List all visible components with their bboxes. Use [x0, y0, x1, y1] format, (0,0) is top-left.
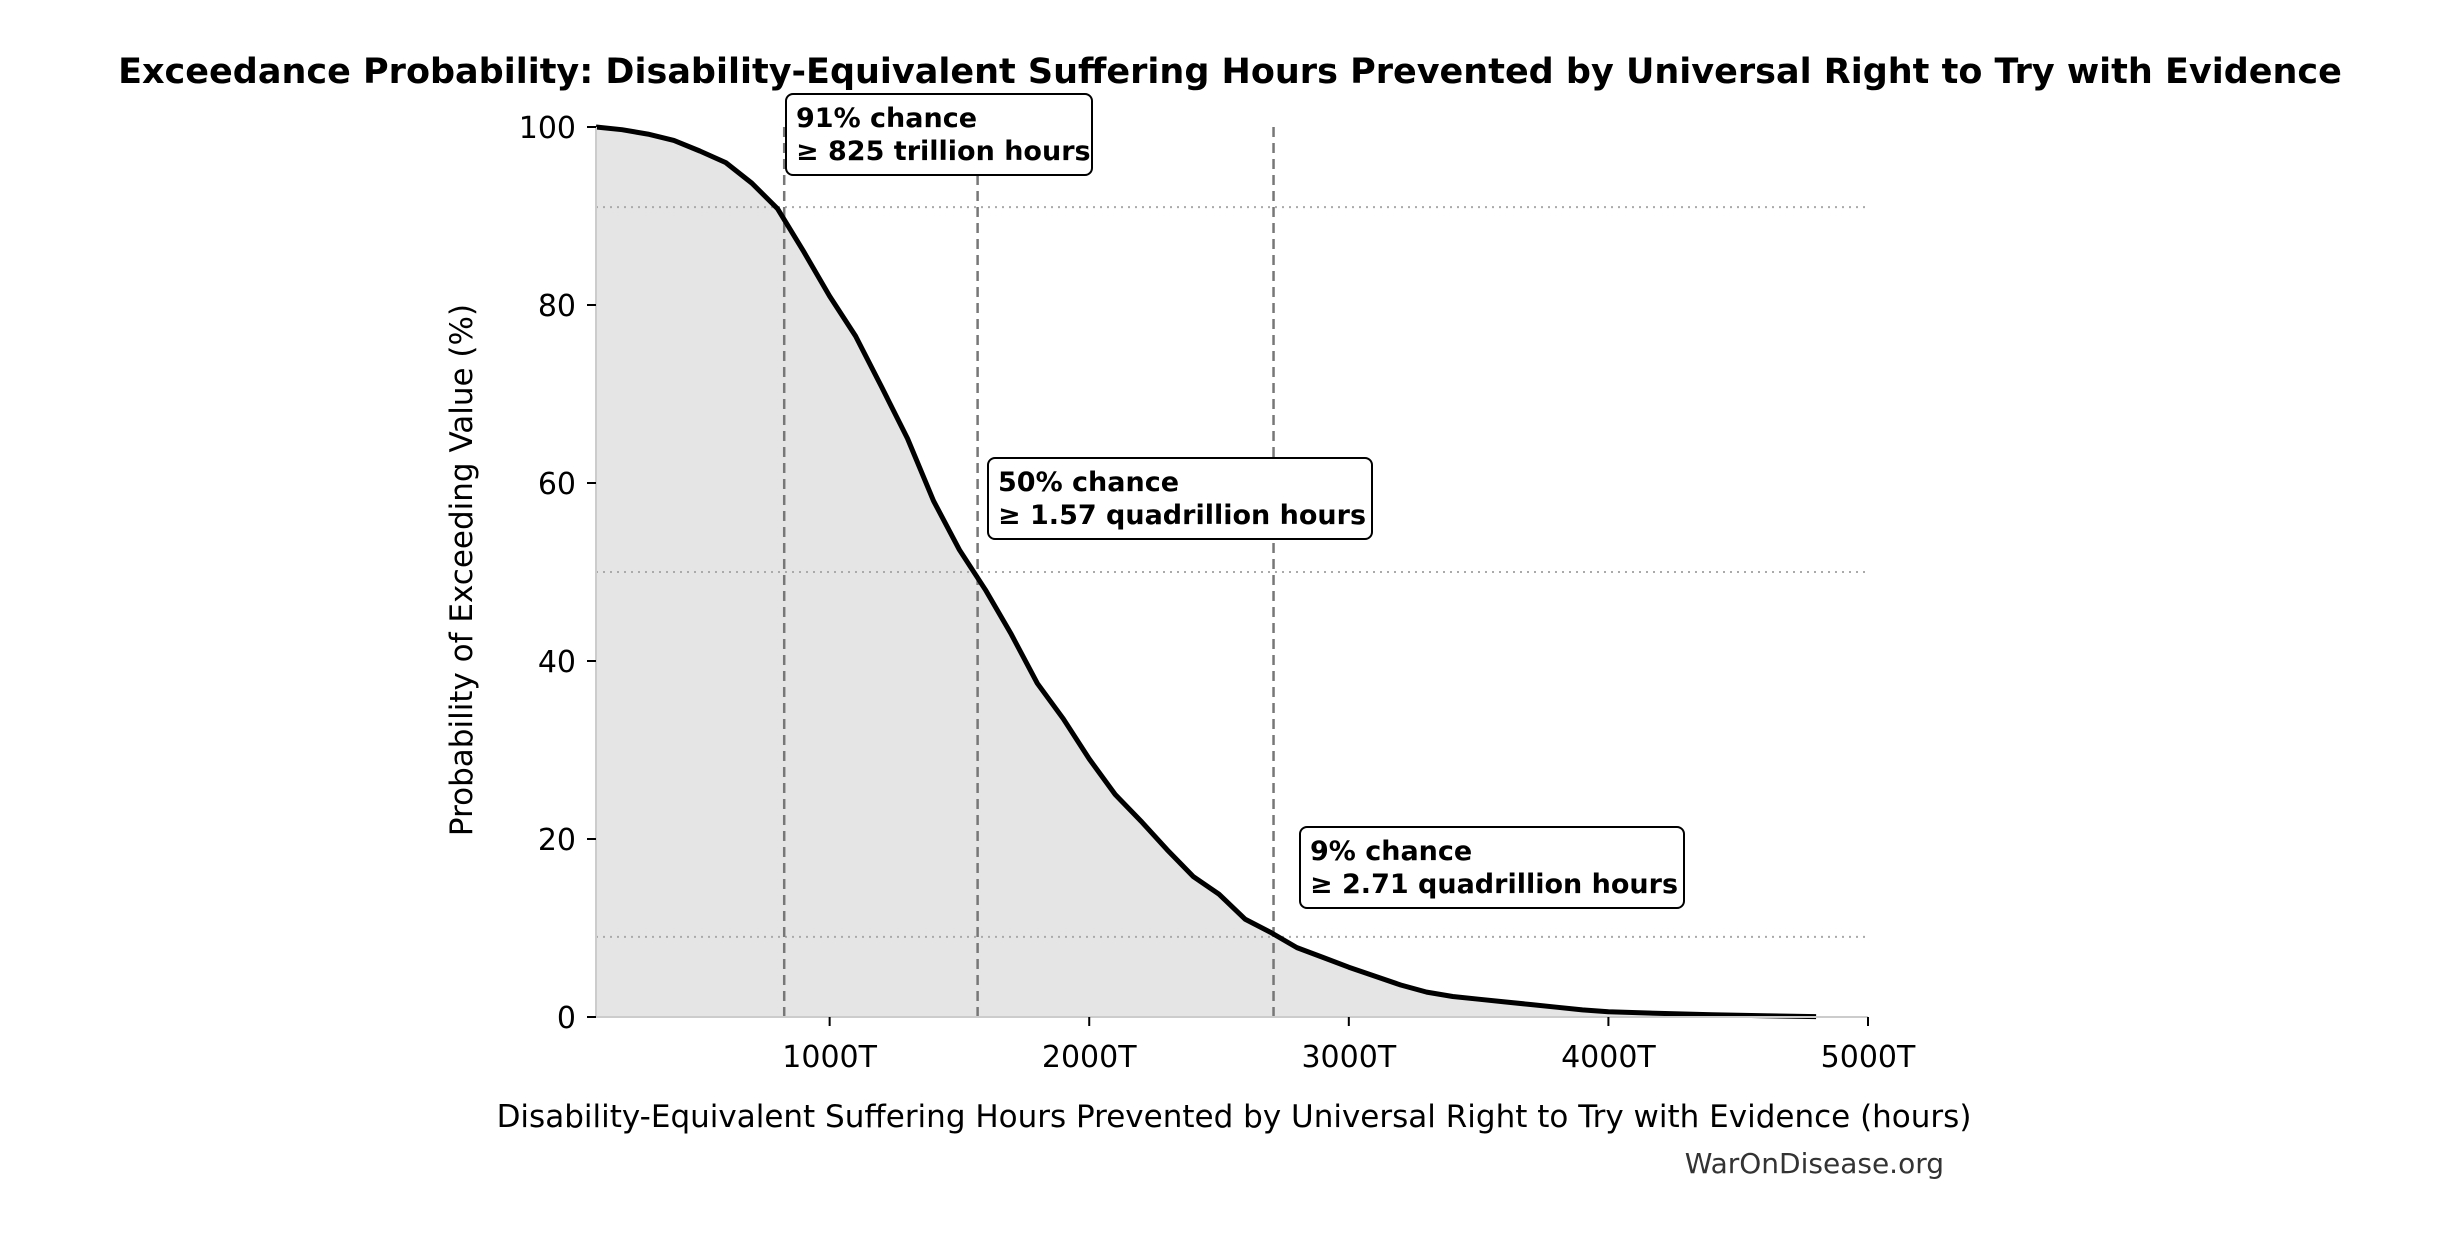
annotation-3: 9% chance≥ 2.71 quadrillion hours	[1299, 826, 1685, 909]
y-tick-label: 100	[519, 111, 576, 146]
x-tick-label: 3000T	[1301, 1040, 1396, 1075]
x-axis-ticks: 1000T 2000T 3000T 4000T 5000T	[782, 1017, 1916, 1075]
annotations: 91% chance≥ 825 trillion hours 50% chance…	[785, 93, 1685, 909]
x-tick-label: 2000T	[1042, 1040, 1137, 1075]
exceedance-curve	[595, 124, 1817, 1020]
chart-title: Exceedance Probability: Disability-Equiv…	[118, 52, 2342, 92]
plot-area	[595, 124, 1868, 1020]
annotation-box	[785, 93, 1093, 176]
axes: 1000T 2000T 3000T 4000T 5000T 0 20 40 60 80 100	[519, 111, 1916, 1075]
x-axis-label: Disability-Equivalent Suffering Hours Pr…	[497, 1099, 1972, 1135]
y-axis-label: Probability of Exceeding Value (%)	[444, 304, 480, 836]
y-tick-label: 60	[538, 467, 576, 502]
annotation-2: 50% chance≥ 1.57 quadrillion hours	[987, 457, 1373, 540]
y-tick-label: 80	[538, 289, 576, 324]
y-tick-label: 20	[538, 823, 576, 858]
value-reference-lines	[782, 127, 1275, 1017]
y-axis-ticks: 0 20 40 60 80 100	[519, 111, 596, 1036]
x-tick-label: 5000T	[1821, 1040, 1916, 1075]
annotation-box	[987, 457, 1373, 540]
annotation-value-text: ≥ 1.57 quadrillion hours	[998, 500, 1366, 531]
annotation-box	[1299, 826, 1685, 909]
y-tick-label: 0	[557, 1001, 576, 1036]
annotation-value-text: ≥ 2.71 quadrillion hours	[1310, 869, 1678, 900]
exceedance-area-fill	[596, 127, 1817, 1017]
annotation-chance-text: 50% chance	[998, 467, 1179, 498]
annotation-1: 91% chance≥ 825 trillion hours	[785, 93, 1093, 176]
x-tick-label: 4000T	[1561, 1040, 1656, 1075]
watermark-text: WarOnDisease.org	[1685, 1147, 1944, 1180]
x-tick-label: 1000T	[782, 1040, 877, 1075]
annotation-chance-text: 91% chance	[796, 103, 977, 134]
annotation-chance-text: 9% chance	[1310, 836, 1472, 867]
probability-reference-lines	[596, 206, 1868, 938]
annotation-value-text: ≥ 825 trillion hours	[796, 136, 1091, 167]
y-tick-label: 40	[538, 645, 576, 680]
